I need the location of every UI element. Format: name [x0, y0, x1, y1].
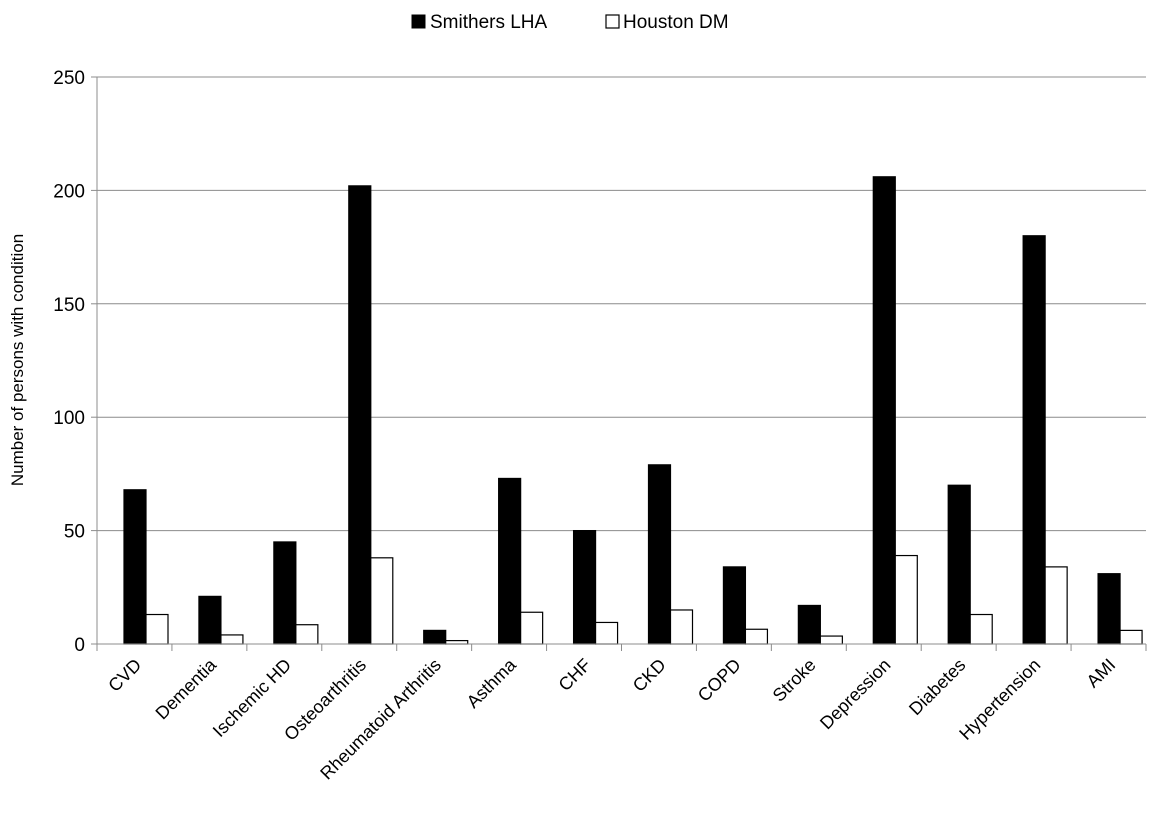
- legend-swatch-smithers-lha: [411, 14, 426, 29]
- bar-smithers-lha-osteoarthritis: [348, 185, 372, 645]
- y-tick-label: 150: [53, 295, 85, 316]
- bar-houston-dm-osteoarthritis: [370, 557, 394, 645]
- bar-smithers-lha-rheumatoid-arthritis: [423, 629, 447, 645]
- bar-houston-dm-ischemic-hd: [295, 624, 319, 645]
- legend: Smithers LHA Houston DM: [411, 12, 729, 33]
- bar-houston-dm-dementia: [220, 634, 244, 645]
- y-tick-label: 50: [64, 522, 85, 543]
- bar-smithers-lha-hypertension: [1022, 235, 1046, 645]
- gridlines: [97, 76, 1146, 532]
- legend-label-houston-dm: Houston DM: [623, 12, 729, 33]
- x-tick-label-diabetes: Diabetes: [905, 655, 969, 719]
- x-tick-label-chf: CHF: [555, 655, 595, 695]
- bars: [123, 176, 1143, 645]
- bar-houston-dm-stroke: [819, 635, 843, 645]
- bar-houston-dm-diabetes: [969, 613, 993, 645]
- bar-houston-dm-rheumatoid-arthritis: [445, 639, 469, 645]
- bar-houston-dm-chf: [594, 621, 619, 645]
- bar-houston-dm-cvd: [145, 613, 169, 645]
- bar-smithers-lha-ckd: [647, 464, 672, 645]
- x-tick-label-stroke: Stroke: [769, 655, 820, 706]
- bar-smithers-lha-dementia: [198, 595, 222, 645]
- bar-smithers-lha-diabetes: [947, 484, 971, 645]
- legend-label-smithers-lha: Smithers LHA: [430, 12, 548, 33]
- y-tick-label: 200: [53, 181, 85, 202]
- bar-smithers-lha-depression: [872, 176, 896, 645]
- y-tick-label: 100: [53, 408, 85, 429]
- x-tick-label-ckd: CKD: [629, 655, 670, 696]
- x-tick-label-copd: COPD: [694, 655, 745, 706]
- bar-houston-dm-copd: [744, 628, 769, 645]
- axes: [91, 76, 1147, 651]
- bar-houston-dm-ami: [1119, 629, 1143, 645]
- bar-houston-dm-hypertension: [1044, 566, 1068, 645]
- bar-smithers-lha-stroke: [797, 604, 821, 645]
- bar-smithers-lha-ischemic-hd: [273, 541, 297, 645]
- y-tick-label: 250: [53, 68, 85, 89]
- bar-houston-dm-depression: [894, 554, 918, 645]
- bar-smithers-lha-cvd: [123, 489, 147, 645]
- bar-smithers-lha-chf: [572, 529, 597, 645]
- bar-houston-dm-ckd: [669, 609, 694, 645]
- x-tick-label-asthma: Asthma: [463, 654, 521, 712]
- y-axis-title: Number of persons with condition: [8, 234, 27, 486]
- x-tick-label-cvd: CVD: [104, 655, 145, 696]
- legend-swatch-houston-dm: [605, 14, 620, 29]
- y-tick-labels: 0 50 100 150 200 250: [53, 68, 85, 656]
- bar-houston-dm-asthma: [520, 611, 544, 645]
- bar-smithers-lha-copd: [722, 566, 747, 645]
- bar-smithers-lha-asthma: [498, 477, 522, 645]
- bar-smithers-lha-ami: [1097, 573, 1121, 645]
- y-tick-label: 0: [74, 635, 85, 656]
- x-tick-label-ami: AMI: [1083, 655, 1120, 692]
- x-tick-label-dementia: Dementia: [152, 654, 221, 723]
- x-tick-label-depression: Depression: [816, 655, 895, 734]
